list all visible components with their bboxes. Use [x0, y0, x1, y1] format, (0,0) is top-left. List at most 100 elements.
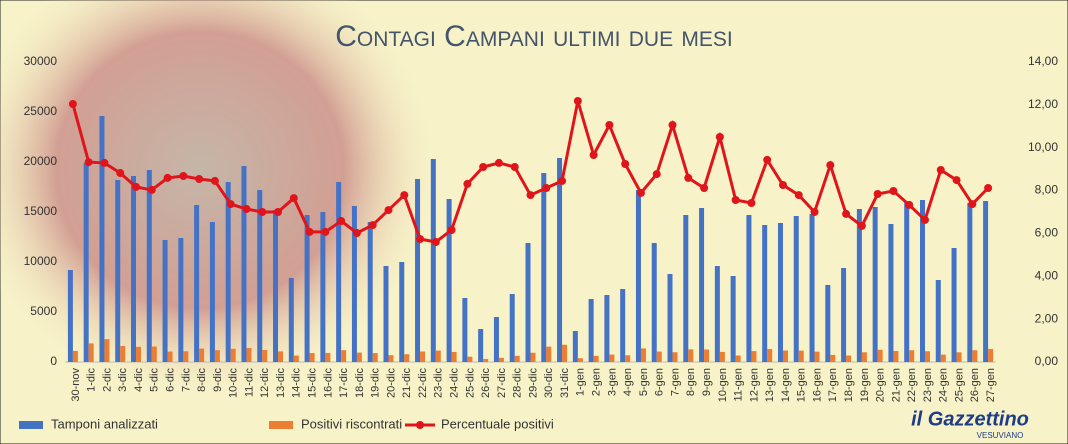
marker — [132, 182, 141, 191]
y-tick-label: 0 — [50, 354, 57, 368]
y2-tick-label: 10,00 — [1028, 140, 1058, 154]
bar — [767, 349, 773, 362]
x-tick-label: 7-gen — [669, 368, 681, 396]
x-tick-label: 26-gen — [969, 368, 981, 402]
bar — [714, 266, 720, 362]
marker — [684, 173, 693, 182]
x-tick-label: 4-dic — [133, 368, 145, 392]
bar — [104, 339, 110, 362]
bar — [872, 207, 878, 362]
x-tick-label: 11-gen — [733, 368, 745, 401]
bar — [762, 225, 768, 362]
bar — [888, 224, 894, 362]
bar — [856, 209, 862, 362]
x-tick-label: 30-dic — [543, 368, 555, 398]
marker — [810, 208, 819, 216]
legend-swatch — [269, 421, 293, 429]
bar — [199, 348, 205, 362]
x-tick-label: 8-gen — [685, 368, 697, 396]
x-tick-label: 22-dic — [417, 368, 429, 398]
bar — [131, 176, 137, 362]
bar — [846, 355, 852, 362]
x-tick-label: 21-gen — [890, 368, 902, 402]
x-tick-label: 9-gen — [701, 368, 713, 396]
bar — [635, 190, 641, 362]
marker — [605, 121, 614, 129]
bar — [656, 351, 662, 362]
marker — [163, 173, 172, 182]
x-tick-label: 7-dic — [180, 368, 192, 392]
marker — [179, 172, 188, 180]
y2-tick-label: 6,00 — [1035, 226, 1059, 240]
bar — [293, 355, 299, 362]
bar — [336, 182, 342, 362]
x-tick-label: 14-dic — [291, 368, 303, 398]
y2-tick-label: 12,00 — [1028, 97, 1058, 111]
bar — [667, 274, 673, 362]
x-tick-label: 30-nov — [70, 368, 82, 402]
x-tick-label: 21-dic — [401, 368, 413, 398]
bar — [462, 298, 468, 362]
x-tick-label: 12-dic — [259, 368, 271, 398]
bar — [525, 243, 531, 362]
bar — [683, 215, 689, 362]
x-tick-label: 2-gen — [591, 368, 603, 396]
marker — [842, 209, 851, 218]
bar — [214, 350, 220, 362]
y2-tick-label: 2,00 — [1035, 311, 1059, 325]
marker — [778, 181, 787, 189]
marker — [763, 155, 772, 164]
marker — [542, 184, 551, 192]
bar — [367, 222, 373, 362]
bar — [415, 179, 421, 362]
chart-title: Contagi Campani ultimi due mesi — [335, 20, 733, 53]
x-tick-label: 18-dic — [354, 368, 366, 398]
x-tick-label: 2-dic — [101, 368, 113, 392]
marker — [668, 121, 677, 129]
bar — [577, 358, 583, 362]
marker — [794, 191, 803, 200]
x-tick-label: 11-dic — [243, 368, 255, 398]
x-tick-label: 10-dic — [228, 368, 240, 398]
marker — [274, 208, 283, 216]
marker — [352, 229, 361, 237]
bar — [514, 355, 520, 362]
x-tick-label: 27-gen — [985, 368, 997, 402]
x-tick-label: 19-gen — [859, 368, 871, 402]
bar — [88, 343, 94, 362]
marker — [573, 97, 582, 105]
bar — [383, 266, 389, 362]
bar — [320, 212, 326, 362]
x-tick-label: 25-dic — [464, 368, 476, 398]
marker — [952, 176, 961, 185]
bar — [115, 180, 121, 362]
bar — [246, 348, 252, 362]
bar — [588, 299, 594, 362]
x-tick-label: 27-dic — [496, 368, 508, 398]
bar — [651, 243, 657, 362]
x-tick-label: 3-dic — [117, 368, 129, 392]
x-tick-label: 17-dic — [338, 368, 350, 398]
x-tick-label: 6-dic — [164, 368, 176, 392]
bar — [704, 349, 710, 362]
marker — [84, 158, 93, 167]
bar — [688, 349, 694, 362]
legend-label: Positivi riscontrati — [301, 416, 402, 431]
x-tick-label: 17-gen — [827, 368, 839, 402]
bar — [183, 351, 189, 362]
marker — [510, 163, 519, 171]
marker — [368, 221, 377, 230]
x-tick-label: 6-gen — [654, 368, 666, 396]
x-tick-label: 5-gen — [638, 368, 650, 396]
x-tick-label: 16-gen — [811, 368, 823, 402]
y-tick-label: 25000 — [24, 104, 58, 118]
bar — [493, 317, 499, 362]
marker — [242, 205, 251, 213]
bar — [399, 262, 405, 362]
bar — [483, 359, 489, 362]
bar — [730, 276, 736, 362]
bar — [288, 278, 294, 362]
y2-tick-label: 14,00 — [1028, 54, 1058, 68]
marker — [621, 160, 630, 168]
